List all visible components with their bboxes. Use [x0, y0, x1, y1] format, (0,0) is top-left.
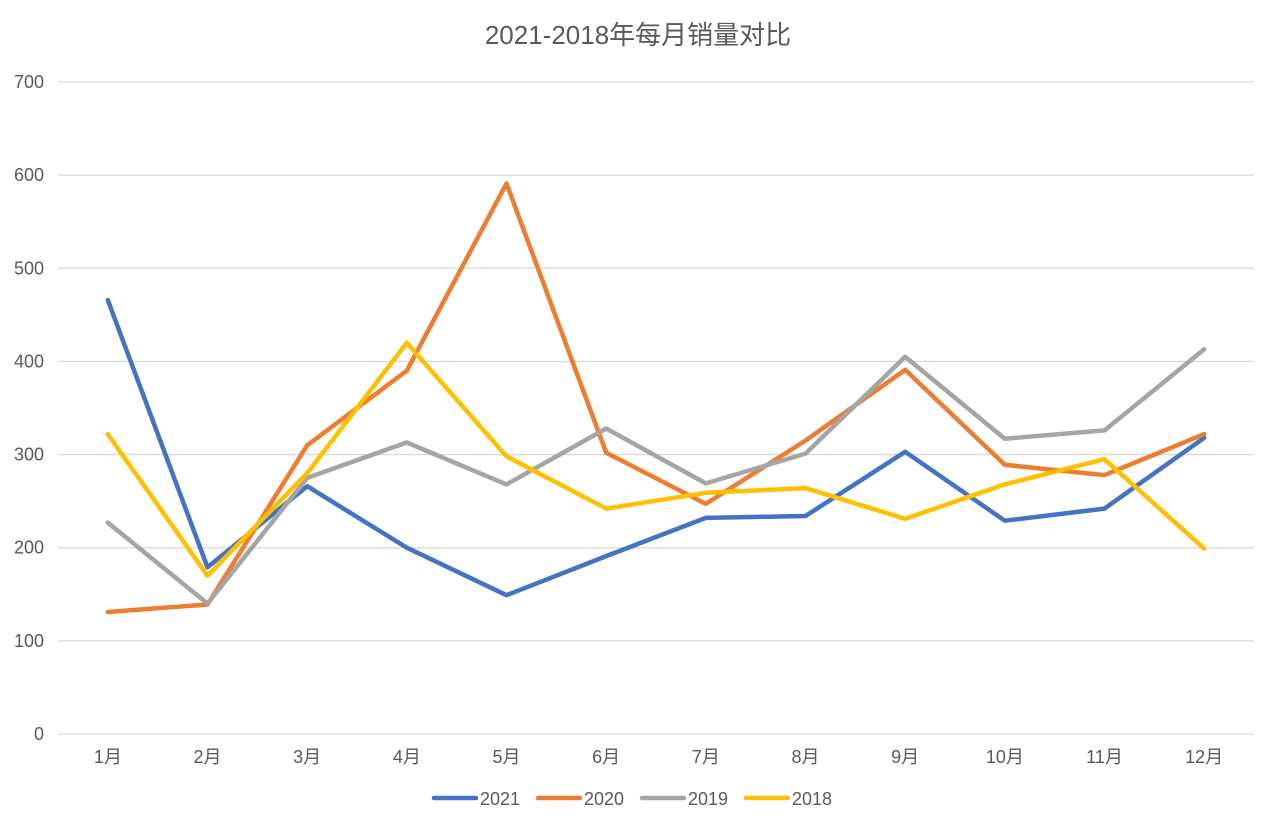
x-tick-label: 1月 [94, 747, 122, 767]
legend: 2021 2020 2019 2018 [431, 789, 832, 809]
y-tick-label: 300 [14, 445, 44, 465]
legend-label: 2021 [480, 789, 520, 809]
x-tick-label: 3月 [293, 747, 321, 767]
x-tick-label: 2月 [193, 747, 221, 767]
series-lines [105, 181, 1207, 615]
gridlines [58, 81, 1254, 735]
x-tick-label: 6月 [592, 747, 620, 767]
x-tick-label: 8月 [791, 747, 819, 767]
series-line-2020 [105, 181, 1207, 615]
x-axis-ticks: 1月 2月 3月 4月 5月 6月 7月 8月 9月 10月 11月 12月 [94, 747, 1223, 767]
x-tick-label: 12月 [1185, 747, 1223, 767]
series-line-2021 [105, 297, 1207, 598]
y-tick-label: 200 [14, 538, 44, 558]
series-line-2018 [105, 340, 1207, 578]
x-tick-label: 5月 [492, 747, 520, 767]
y-tick-label: 600 [14, 165, 44, 185]
x-tick-label: 10月 [986, 747, 1024, 767]
legend-label: 2020 [584, 789, 624, 809]
y-tick-label: 400 [14, 351, 44, 371]
legend-label: 2018 [792, 789, 832, 809]
x-tick-label: 11月 [1086, 747, 1123, 767]
chart-title: 2021-2018年每月销量对比 [485, 20, 791, 50]
legend-label: 2019 [688, 789, 728, 809]
y-tick-label: 0 [34, 724, 44, 744]
x-tick-label: 9月 [891, 747, 919, 767]
x-tick-label: 4月 [393, 747, 421, 767]
y-tick-label: 500 [14, 258, 44, 278]
series-line-2019 [105, 347, 1207, 606]
y-tick-label: 100 [14, 631, 44, 651]
y-axis-ticks: 0 100 200 300 400 500 600 700 [14, 72, 44, 744]
x-tick-label: 7月 [692, 747, 720, 767]
y-tick-label: 700 [14, 72, 44, 92]
